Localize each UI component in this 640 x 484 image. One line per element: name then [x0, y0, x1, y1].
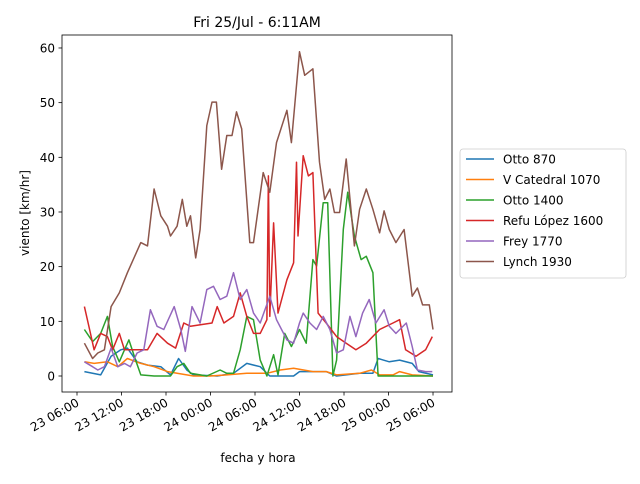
y-tick-label-0: 0 — [47, 370, 55, 384]
y-tick-label-3: 30 — [40, 205, 55, 219]
series-layer — [83, 51, 434, 377]
legend-label-3: Refu López 1600 — [503, 214, 603, 228]
y-tick-label-5: 50 — [40, 96, 55, 110]
series-line-1 — [84, 357, 434, 377]
x-tick-label-7: 25 00:00 — [340, 395, 393, 434]
plot-frame — [61, 34, 453, 393]
series-line-3 — [83, 154, 433, 358]
x-tick-label-6: 24 18:00 — [295, 395, 348, 434]
y-tick-label-6: 60 — [40, 41, 55, 55]
series-line-5 — [83, 51, 434, 360]
chart-title: Fri 25/Jul - 6:11AM — [193, 15, 321, 31]
series-line-2 — [83, 191, 433, 377]
x-tick-label-0: 23 06:00 — [28, 395, 81, 434]
legend-label-2: Otto 1400 — [503, 194, 564, 208]
x-tick-label-4: 24 06:00 — [206, 395, 259, 434]
x-tick-label-2: 23 18:00 — [117, 395, 170, 434]
y-tick-label-4: 40 — [40, 151, 55, 165]
legend-label-5: Lynch 1930 — [503, 255, 572, 269]
legend-label-4: Frey 1770 — [503, 235, 563, 249]
y-tick-label-1: 10 — [40, 315, 55, 329]
y-axis-label: viento [km/hr] — [18, 170, 32, 256]
x-tick-label-1: 23 12:00 — [73, 395, 126, 434]
legend-label-1: V Catedral 1070 — [503, 173, 600, 187]
y-tick-label-2: 20 — [40, 260, 55, 274]
x-tick-label-3: 24 00:00 — [162, 395, 215, 434]
legend-frame — [459, 148, 627, 279]
series-line-4 — [84, 271, 433, 373]
legend: Otto 870 V Catedral 1070 Otto 1400 Refu Lóp… — [459, 148, 627, 279]
x-axis-label: fecha y hora — [220, 451, 295, 465]
x-tick-label-5: 24 12:00 — [251, 395, 304, 434]
legend-label-0: Otto 870 — [503, 153, 556, 167]
x-tick-label-8: 25 06:00 — [384, 395, 437, 434]
